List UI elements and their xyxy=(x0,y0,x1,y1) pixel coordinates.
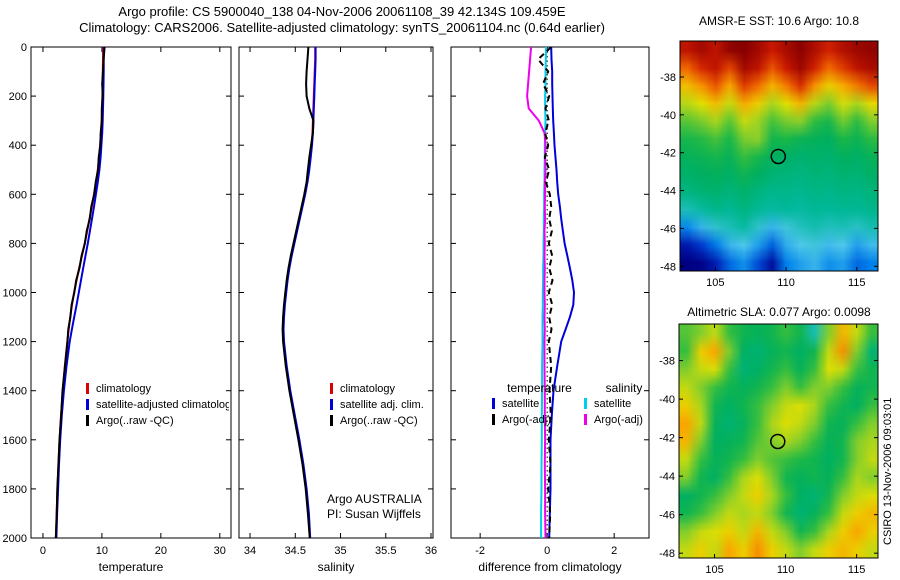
legend-marker xyxy=(330,415,333,426)
svg-text:10: 10 xyxy=(96,545,108,557)
legend-item-satellite-sal: satellite xyxy=(584,396,664,412)
svg-text:2: 2 xyxy=(611,545,617,557)
sla-heatmap xyxy=(679,324,878,558)
svg-text:-38: -38 xyxy=(660,72,676,84)
svg-text:105: 105 xyxy=(706,277,724,289)
svg-text:-48: -48 xyxy=(660,261,676,273)
legend-marker xyxy=(86,399,89,410)
svg-text:salinity: salinity xyxy=(318,560,355,574)
legend-item-argo-temp: Argo(-adj) xyxy=(492,412,587,428)
svg-text:800: 800 xyxy=(9,238,27,250)
svg-text:-42: -42 xyxy=(660,148,676,160)
legend-label: climatology xyxy=(96,383,152,395)
legend-label: Argo(-adj) xyxy=(502,414,551,426)
svg-text:400: 400 xyxy=(9,140,27,152)
legend-marker xyxy=(330,399,333,410)
legend-label: satellite adj. clim. xyxy=(340,399,424,411)
difference-legend-salinity: salinity satellite Argo(-adj) xyxy=(584,380,664,428)
svg-text:difference from climatology: difference from climatology xyxy=(478,560,621,574)
figure-title-line2: Climatology: CARS2006. Satellite-adjuste… xyxy=(79,20,605,35)
svg-text:0: 0 xyxy=(40,545,46,557)
svg-text:-42: -42 xyxy=(659,433,675,445)
legend-label: Argo(..raw -QC) xyxy=(96,415,174,427)
legend-marker xyxy=(584,398,587,409)
svg-text:200: 200 xyxy=(9,91,27,103)
svg-text:1200: 1200 xyxy=(3,337,27,349)
svg-text:-38: -38 xyxy=(659,356,675,368)
svg-text:110: 110 xyxy=(777,564,795,576)
legend-marker xyxy=(584,414,587,425)
legend-item-argo: Argo(..raw -QC) xyxy=(330,413,433,429)
svg-text:0: 0 xyxy=(21,42,27,54)
svg-text:35.5: 35.5 xyxy=(375,545,396,557)
svg-text:1600: 1600 xyxy=(3,435,27,447)
svg-text:115: 115 xyxy=(848,564,866,576)
svg-text:-2: -2 xyxy=(475,545,485,557)
svg-text:35: 35 xyxy=(334,545,346,557)
legend-label: satellite xyxy=(502,398,540,410)
svg-text:-40: -40 xyxy=(659,394,675,406)
svg-text:36: 36 xyxy=(425,545,437,557)
svg-text:105: 105 xyxy=(705,564,723,576)
sla-map-title: Altimetric SLA: 0.077 Argo: 0.0098 xyxy=(687,305,871,319)
svg-text:1400: 1400 xyxy=(3,386,27,398)
legend-marker xyxy=(492,414,495,425)
legend-label: satellite-adjusted climatology xyxy=(96,399,229,411)
svg-text:30: 30 xyxy=(214,545,226,557)
svg-text:1000: 1000 xyxy=(3,288,27,300)
legend-label: climatology xyxy=(340,383,396,395)
svg-text:0: 0 xyxy=(544,545,550,557)
salinity-legend: climatology satellite adj. clim. Argo(..… xyxy=(330,381,433,429)
sst-heatmap xyxy=(680,41,878,271)
annotation-line2: PI: Susan Wijffels xyxy=(327,507,421,521)
svg-text:34.5: 34.5 xyxy=(285,545,306,557)
legend-item-argo-sal: Argo(-adj) xyxy=(584,412,664,428)
legend-marker xyxy=(86,415,89,426)
svg-text:600: 600 xyxy=(9,189,27,201)
legend-column-header: temperature xyxy=(507,381,572,395)
legend-label: Argo(-adj) xyxy=(594,414,643,426)
svg-text:-40: -40 xyxy=(660,110,676,122)
svg-text:110: 110 xyxy=(777,277,795,289)
legend-label: satellite xyxy=(594,398,632,410)
legend-item-argo: Argo(..raw -QC) xyxy=(86,413,229,429)
svg-text:temperature: temperature xyxy=(99,560,164,574)
annotation-line1: Argo AUSTRALIA xyxy=(327,492,422,506)
svg-text:2000: 2000 xyxy=(3,533,27,545)
temperature-legend: climatology satellite-adjusted climatolo… xyxy=(86,381,229,429)
legend-item-satellite-adjusted: satellite-adjusted climatology xyxy=(86,397,229,413)
svg-text:20: 20 xyxy=(155,545,167,557)
legend-item-climatology: climatology xyxy=(86,381,229,397)
legend-marker xyxy=(330,383,333,394)
svg-text:-46: -46 xyxy=(660,223,676,235)
legend-column-header: salinity xyxy=(605,381,643,395)
argo-australia-annotation: Argo AUSTRALIA PI: Susan Wijffels xyxy=(327,492,422,522)
csiro-timestamp-note: CSIRO 13-Nov-2006 09:03:01 xyxy=(882,397,894,545)
svg-text:-44: -44 xyxy=(659,471,675,483)
svg-text:-48: -48 xyxy=(659,548,675,560)
svg-text:34: 34 xyxy=(244,545,256,557)
legend-marker xyxy=(492,398,495,409)
figure-title-line1: Argo profile: CS 5900040_138 04-Nov-2006… xyxy=(118,4,566,19)
svg-text:1800: 1800 xyxy=(3,484,27,496)
svg-text:115: 115 xyxy=(848,277,866,289)
svg-text:-46: -46 xyxy=(659,510,675,522)
sst-map-title: AMSR-E SST: 10.6 Argo: 10.8 xyxy=(698,14,860,28)
difference-legend-temperature: temperature satellite Argo(-adj) xyxy=(492,380,587,428)
svg-text:-44: -44 xyxy=(660,186,676,198)
legend-label: Argo(..raw -QC) xyxy=(340,415,418,427)
legend-item-climatology: climatology xyxy=(330,381,433,397)
legend-marker xyxy=(86,383,89,394)
legend-item-satellite-adj: satellite adj. clim. xyxy=(330,397,433,413)
legend-item-satellite-temp: satellite xyxy=(492,396,587,412)
